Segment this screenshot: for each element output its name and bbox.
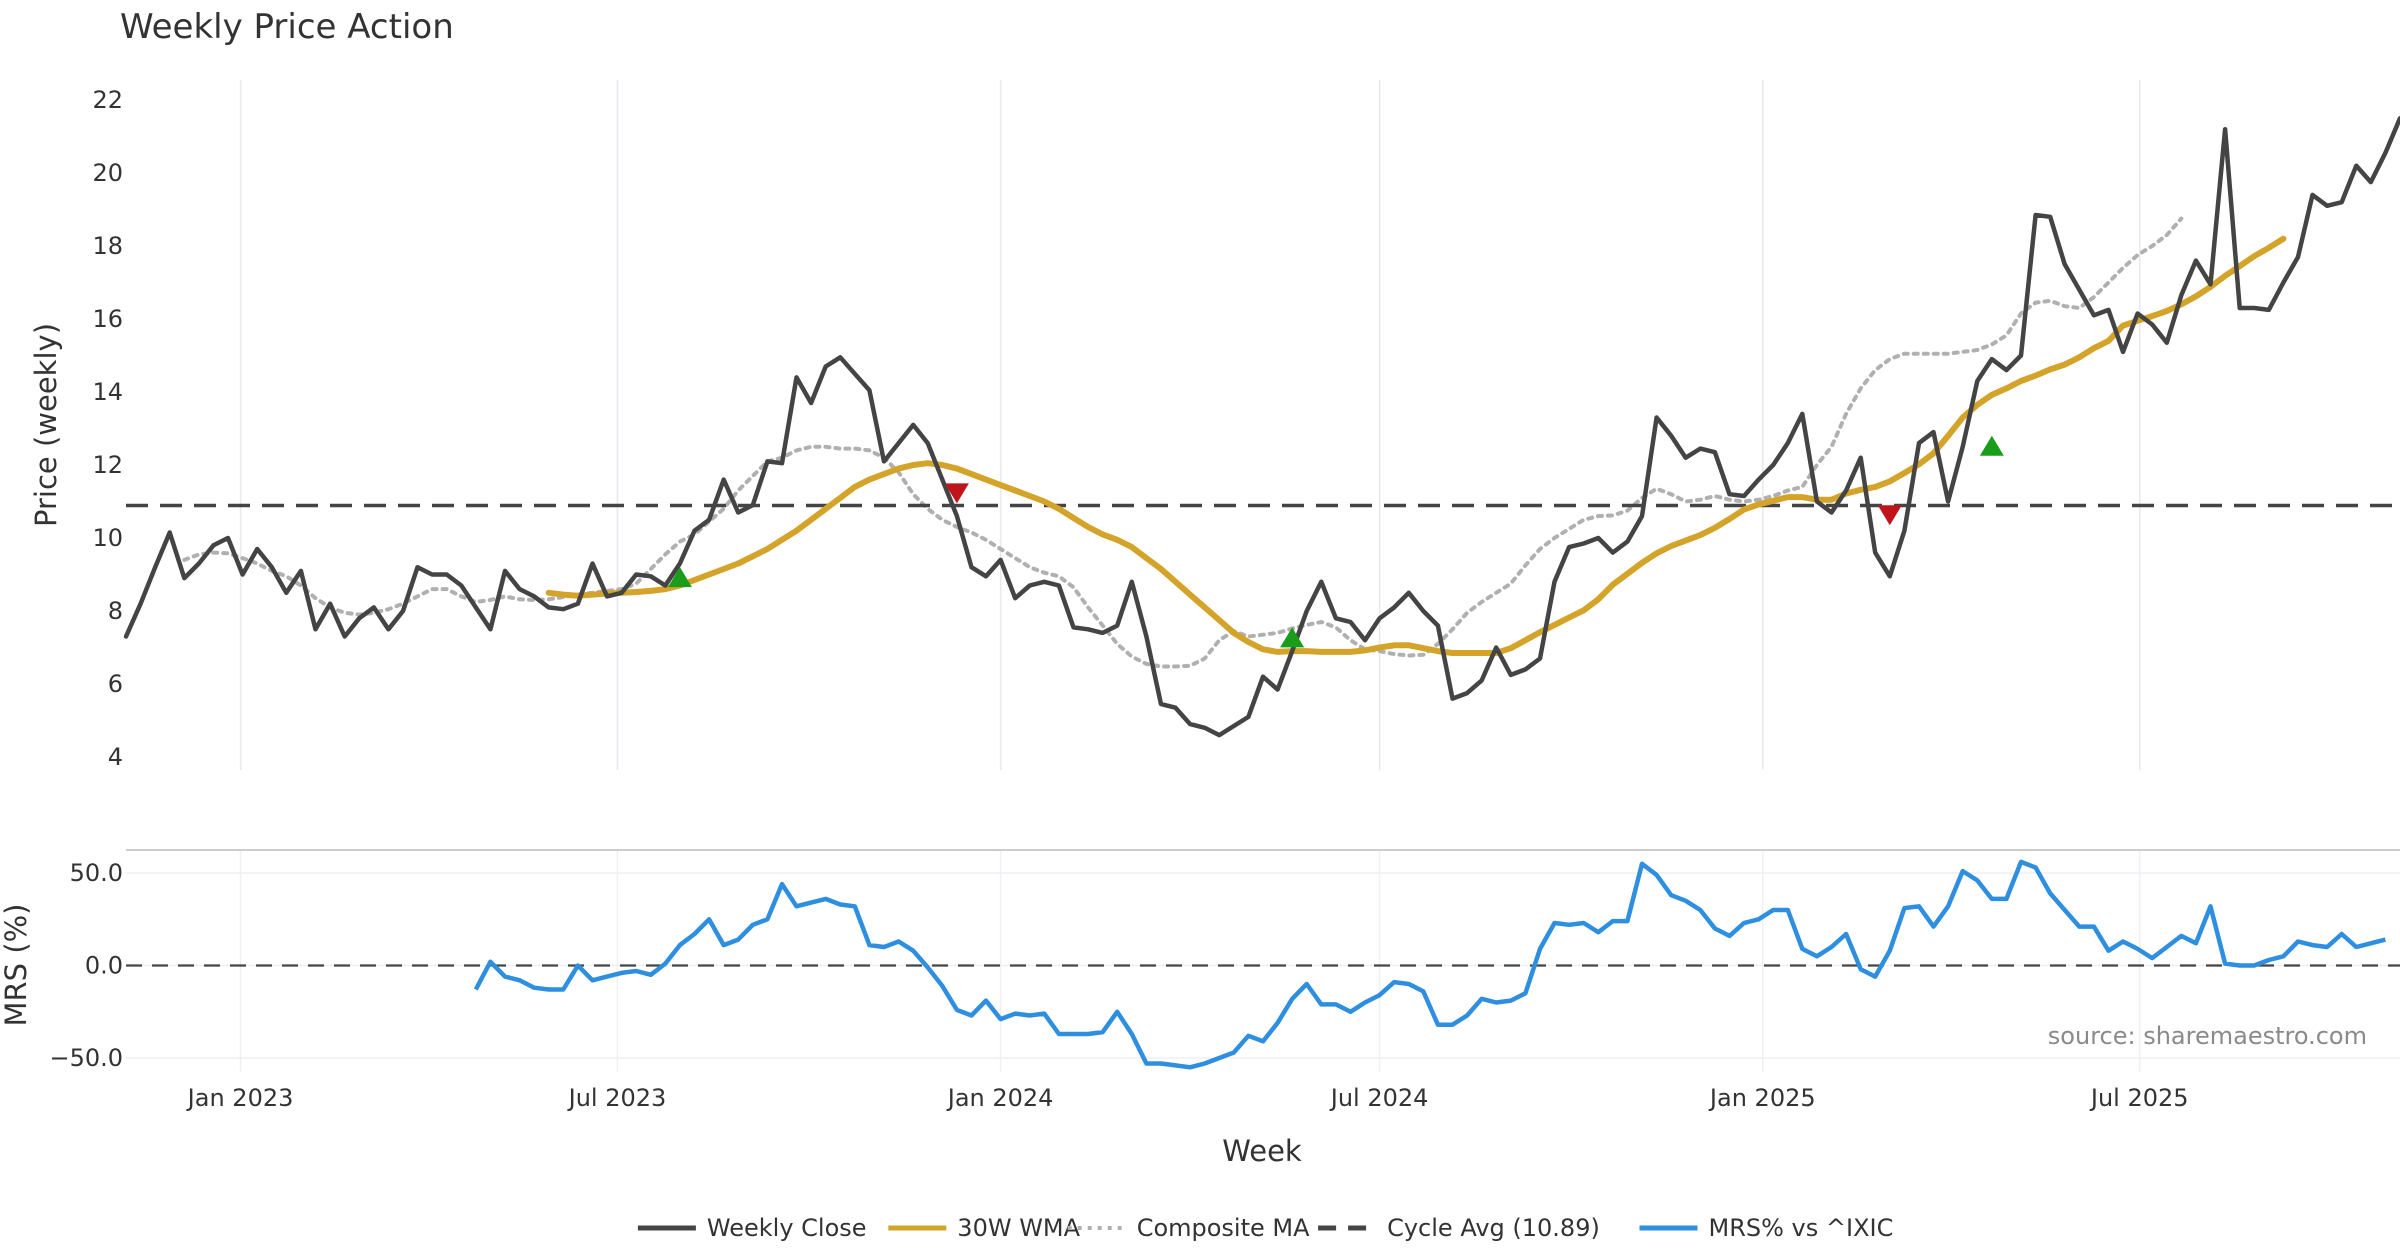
source-label: source: sharemaestro.com bbox=[2048, 1022, 2367, 1050]
x-tick-label: Jul 2024 bbox=[1329, 1084, 1429, 1112]
mrs-series-lines bbox=[126, 859, 2400, 1070]
axis-ticks: Jan 2023 Jul 2023 Jan 2024 Jul 2024 Jan 2025… bbox=[49, 86, 2188, 1112]
x-tick-label: Jan 2023 bbox=[186, 1084, 294, 1112]
legend-item: Cycle Avg (10.89) bbox=[1318, 1214, 1600, 1242]
legend-item: Weekly Close bbox=[637, 1214, 867, 1242]
x-tick-label: Jul 2025 bbox=[2089, 1084, 2189, 1112]
price-series-lines bbox=[123, 116, 2400, 738]
legend-label: 30W WMA bbox=[957, 1214, 1080, 1242]
legend: Weekly Close 30W WMA Composite MA Cycle Avg… bbox=[637, 1214, 1894, 1242]
chart-title: Weekly Price Action bbox=[120, 7, 454, 47]
price-y-tick-label: 10 bbox=[92, 524, 123, 552]
mrs-y-tick-label: −50.0 bbox=[49, 1044, 123, 1072]
price-y-tick-label: 16 bbox=[92, 305, 123, 333]
x-tick-label: Jul 2023 bbox=[567, 1084, 667, 1112]
legend-label: Weekly Close bbox=[707, 1214, 867, 1242]
composite-ma-line bbox=[182, 216, 2184, 669]
price-y-tick-label: 14 bbox=[92, 378, 123, 406]
mrs-y-tick-label: 0.0 bbox=[85, 952, 123, 980]
price-y-tick-label: 8 bbox=[108, 597, 123, 625]
price-y-tick-label: 6 bbox=[108, 670, 123, 698]
price-y-tick-label: 12 bbox=[92, 451, 123, 479]
legend-label: Cycle Avg (10.89) bbox=[1387, 1214, 1600, 1242]
buy-signal-marker bbox=[1280, 627, 1305, 648]
buy-signal-marker bbox=[1979, 435, 2004, 456]
vertical-gridlines bbox=[126, 80, 2400, 1072]
mrs-vs-ixic-line bbox=[473, 859, 2386, 1070]
30w-wma-line bbox=[545, 235, 2287, 656]
mrs-y-axis-title: MRS (%) bbox=[0, 904, 33, 1027]
price-y-tick-label: 18 bbox=[92, 232, 123, 260]
price-y-tick-label: 20 bbox=[92, 159, 123, 187]
mrs-y-tick-label: 50.0 bbox=[70, 859, 123, 887]
sell-signal-marker bbox=[944, 483, 969, 504]
x-axis-title: Week bbox=[1222, 1134, 1302, 1168]
legend-item: Composite MA bbox=[1067, 1214, 1310, 1242]
price-y-tick-label: 22 bbox=[92, 86, 123, 114]
legend-label: Composite MA bbox=[1137, 1214, 1310, 1242]
x-tick-label: Jan 2024 bbox=[946, 1084, 1054, 1112]
buy-signal-marker bbox=[667, 567, 692, 588]
legend-item: MRS% vs ^IXIC bbox=[1639, 1214, 1894, 1242]
weekly-close-line bbox=[123, 116, 2400, 738]
legend-label: MRS% vs ^IXIC bbox=[1709, 1214, 1894, 1242]
signal-markers bbox=[667, 435, 2004, 648]
sell-signal-marker bbox=[1877, 505, 1902, 526]
legend-item: 30W WMA bbox=[888, 1214, 1081, 1242]
x-tick-label: Jan 2025 bbox=[1708, 1084, 1816, 1112]
price-y-axis-title: Price (weekly) bbox=[29, 323, 63, 527]
price-y-tick-label: 4 bbox=[108, 743, 123, 771]
